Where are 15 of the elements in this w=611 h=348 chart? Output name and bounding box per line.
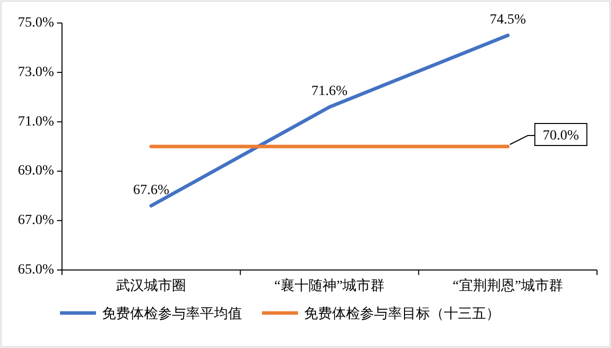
y-tick-label: 69.0% <box>18 164 54 179</box>
y-tick-label: 71.0% <box>18 114 54 130</box>
y-tick-label: 75.0% <box>18 16 54 30</box>
legend-label: 免费体检参与率平均值 <box>102 306 242 322</box>
data-label: 71.6% <box>311 84 348 99</box>
y-tick-label: 65.0% <box>18 262 54 278</box>
x-tick-label: 武汉城市圈 <box>116 278 186 294</box>
data-label: 74.5% <box>490 12 526 28</box>
x-tick-label: “襄十随神”城市群 <box>274 278 385 294</box>
y-tick-label: 73.0% <box>18 64 54 80</box>
y-tick-label: 67.0% <box>18 213 54 228</box>
x-tick-label: “宜荆荆恩”城市群 <box>452 278 564 294</box>
data-label: 67.6% <box>133 182 170 198</box>
data-label: 70.0% <box>542 128 580 144</box>
legend-label: 免费体检参与率目标（十三五） <box>304 306 500 322</box>
